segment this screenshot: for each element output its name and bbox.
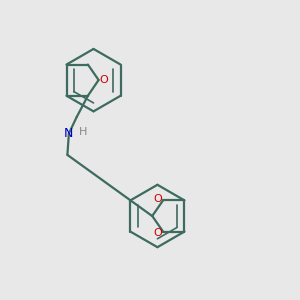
Text: N: N (64, 127, 74, 140)
Text: H: H (79, 127, 87, 137)
Text: O: O (153, 194, 162, 204)
Text: O: O (153, 228, 162, 238)
Text: O: O (100, 75, 108, 85)
